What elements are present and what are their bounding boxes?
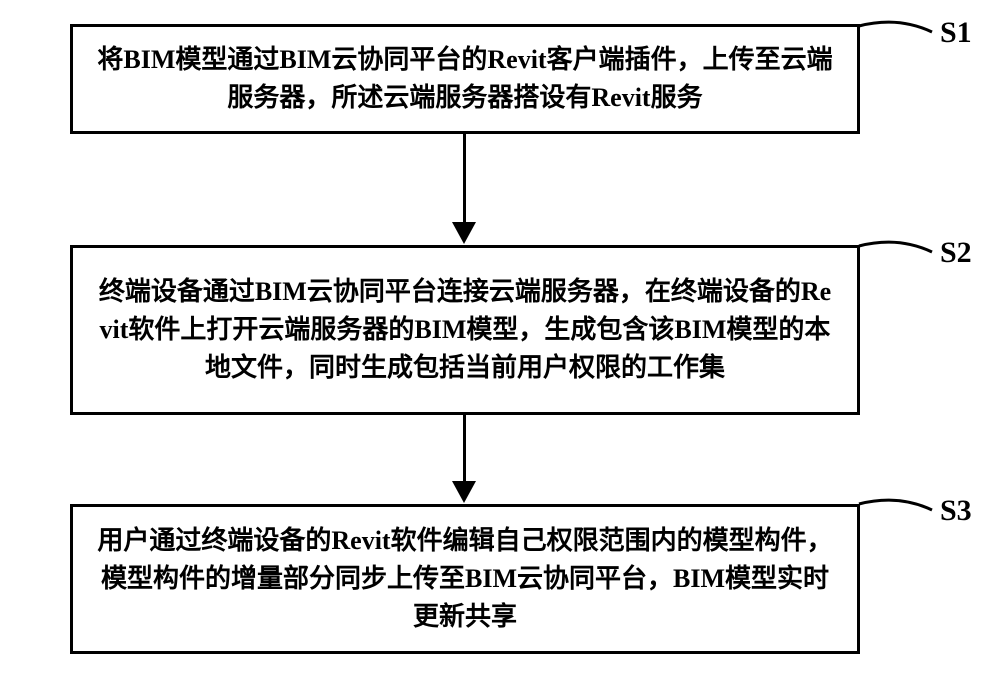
- arrow-2-head: [452, 481, 476, 503]
- arrow-1-line: [463, 134, 466, 224]
- step-label-s1: S1: [940, 16, 972, 50]
- flow-step-1-text: 将BIM模型通过BIM云协同平台的Revit客户端插件，上传至云端服务器，所述云…: [93, 41, 837, 116]
- flow-step-3-text: 用户通过终端设备的Revit软件编辑自己权限范围内的模型构件，模型构件的增量部分…: [93, 522, 837, 635]
- step-label-s3: S3: [940, 494, 972, 528]
- arrow-2-line: [463, 415, 466, 483]
- flow-step-2: 终端设备通过BIM云协同平台连接云端服务器，在终端设备的Revit软件上打开云端…: [70, 245, 860, 415]
- arrow-1-head: [452, 222, 476, 244]
- connector-s3: [858, 498, 940, 528]
- flow-step-2-text: 终端设备通过BIM云协同平台连接云端服务器，在终端设备的Revit软件上打开云端…: [93, 273, 837, 386]
- flow-step-3: 用户通过终端设备的Revit软件编辑自己权限范围内的模型构件，模型构件的增量部分…: [70, 504, 860, 654]
- step-label-s2: S2: [940, 236, 972, 270]
- connector-s2: [858, 240, 940, 270]
- connector-s1: [858, 20, 940, 50]
- flow-step-1: 将BIM模型通过BIM云协同平台的Revit客户端插件，上传至云端服务器，所述云…: [70, 24, 860, 134]
